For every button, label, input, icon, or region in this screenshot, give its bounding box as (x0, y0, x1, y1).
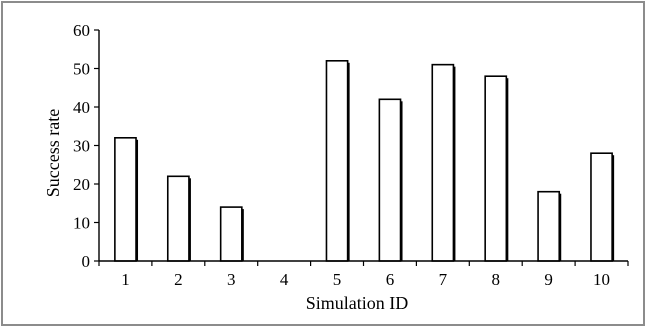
bar-2 (166, 175, 190, 262)
bar-9 (537, 190, 561, 262)
y-tick-label: 50 (73, 60, 90, 79)
bar-8 (484, 75, 508, 262)
x-axis-title: Simulation ID (306, 293, 409, 313)
bars-group (114, 59, 615, 262)
x-tick-label: 10 (593, 270, 610, 289)
x-tick-label: 2 (174, 270, 183, 289)
x-tick-label: 4 (280, 270, 289, 289)
bar-7 (431, 63, 455, 262)
x-tick-label: 6 (386, 270, 395, 289)
bar-1 (114, 137, 137, 262)
x-ticks-group: 1 2 3 4 5 6 7 8 9 10 (98, 261, 629, 289)
y-tick-label: 20 (73, 175, 90, 194)
y-tick-label: 10 (73, 214, 90, 233)
bar-chart: 0 10 20 30 40 50 60 1 2 3 4 5 6 7 8 9 10 Success rate S… (43, 21, 629, 313)
bar-3 (219, 206, 243, 262)
y-ticks-group: 0 10 20 30 40 50 60 (73, 21, 99, 271)
y-tick-label: 30 (73, 137, 90, 156)
x-tick-label: 5 (333, 270, 342, 289)
x-tick-label: 8 (492, 270, 501, 289)
x-tick-label: 9 (544, 270, 553, 289)
bar-5 (325, 59, 349, 262)
y-tick-label: 0 (82, 252, 91, 271)
y-tick-label: 60 (73, 21, 90, 40)
y-axis-title: Success rate (43, 109, 63, 197)
bar-6 (378, 98, 402, 262)
bar-10 (590, 152, 613, 262)
x-tick-label: 1 (121, 270, 130, 289)
y-tick-label: 40 (73, 98, 90, 117)
x-tick-label: 3 (227, 270, 236, 289)
x-tick-label: 7 (439, 270, 448, 289)
